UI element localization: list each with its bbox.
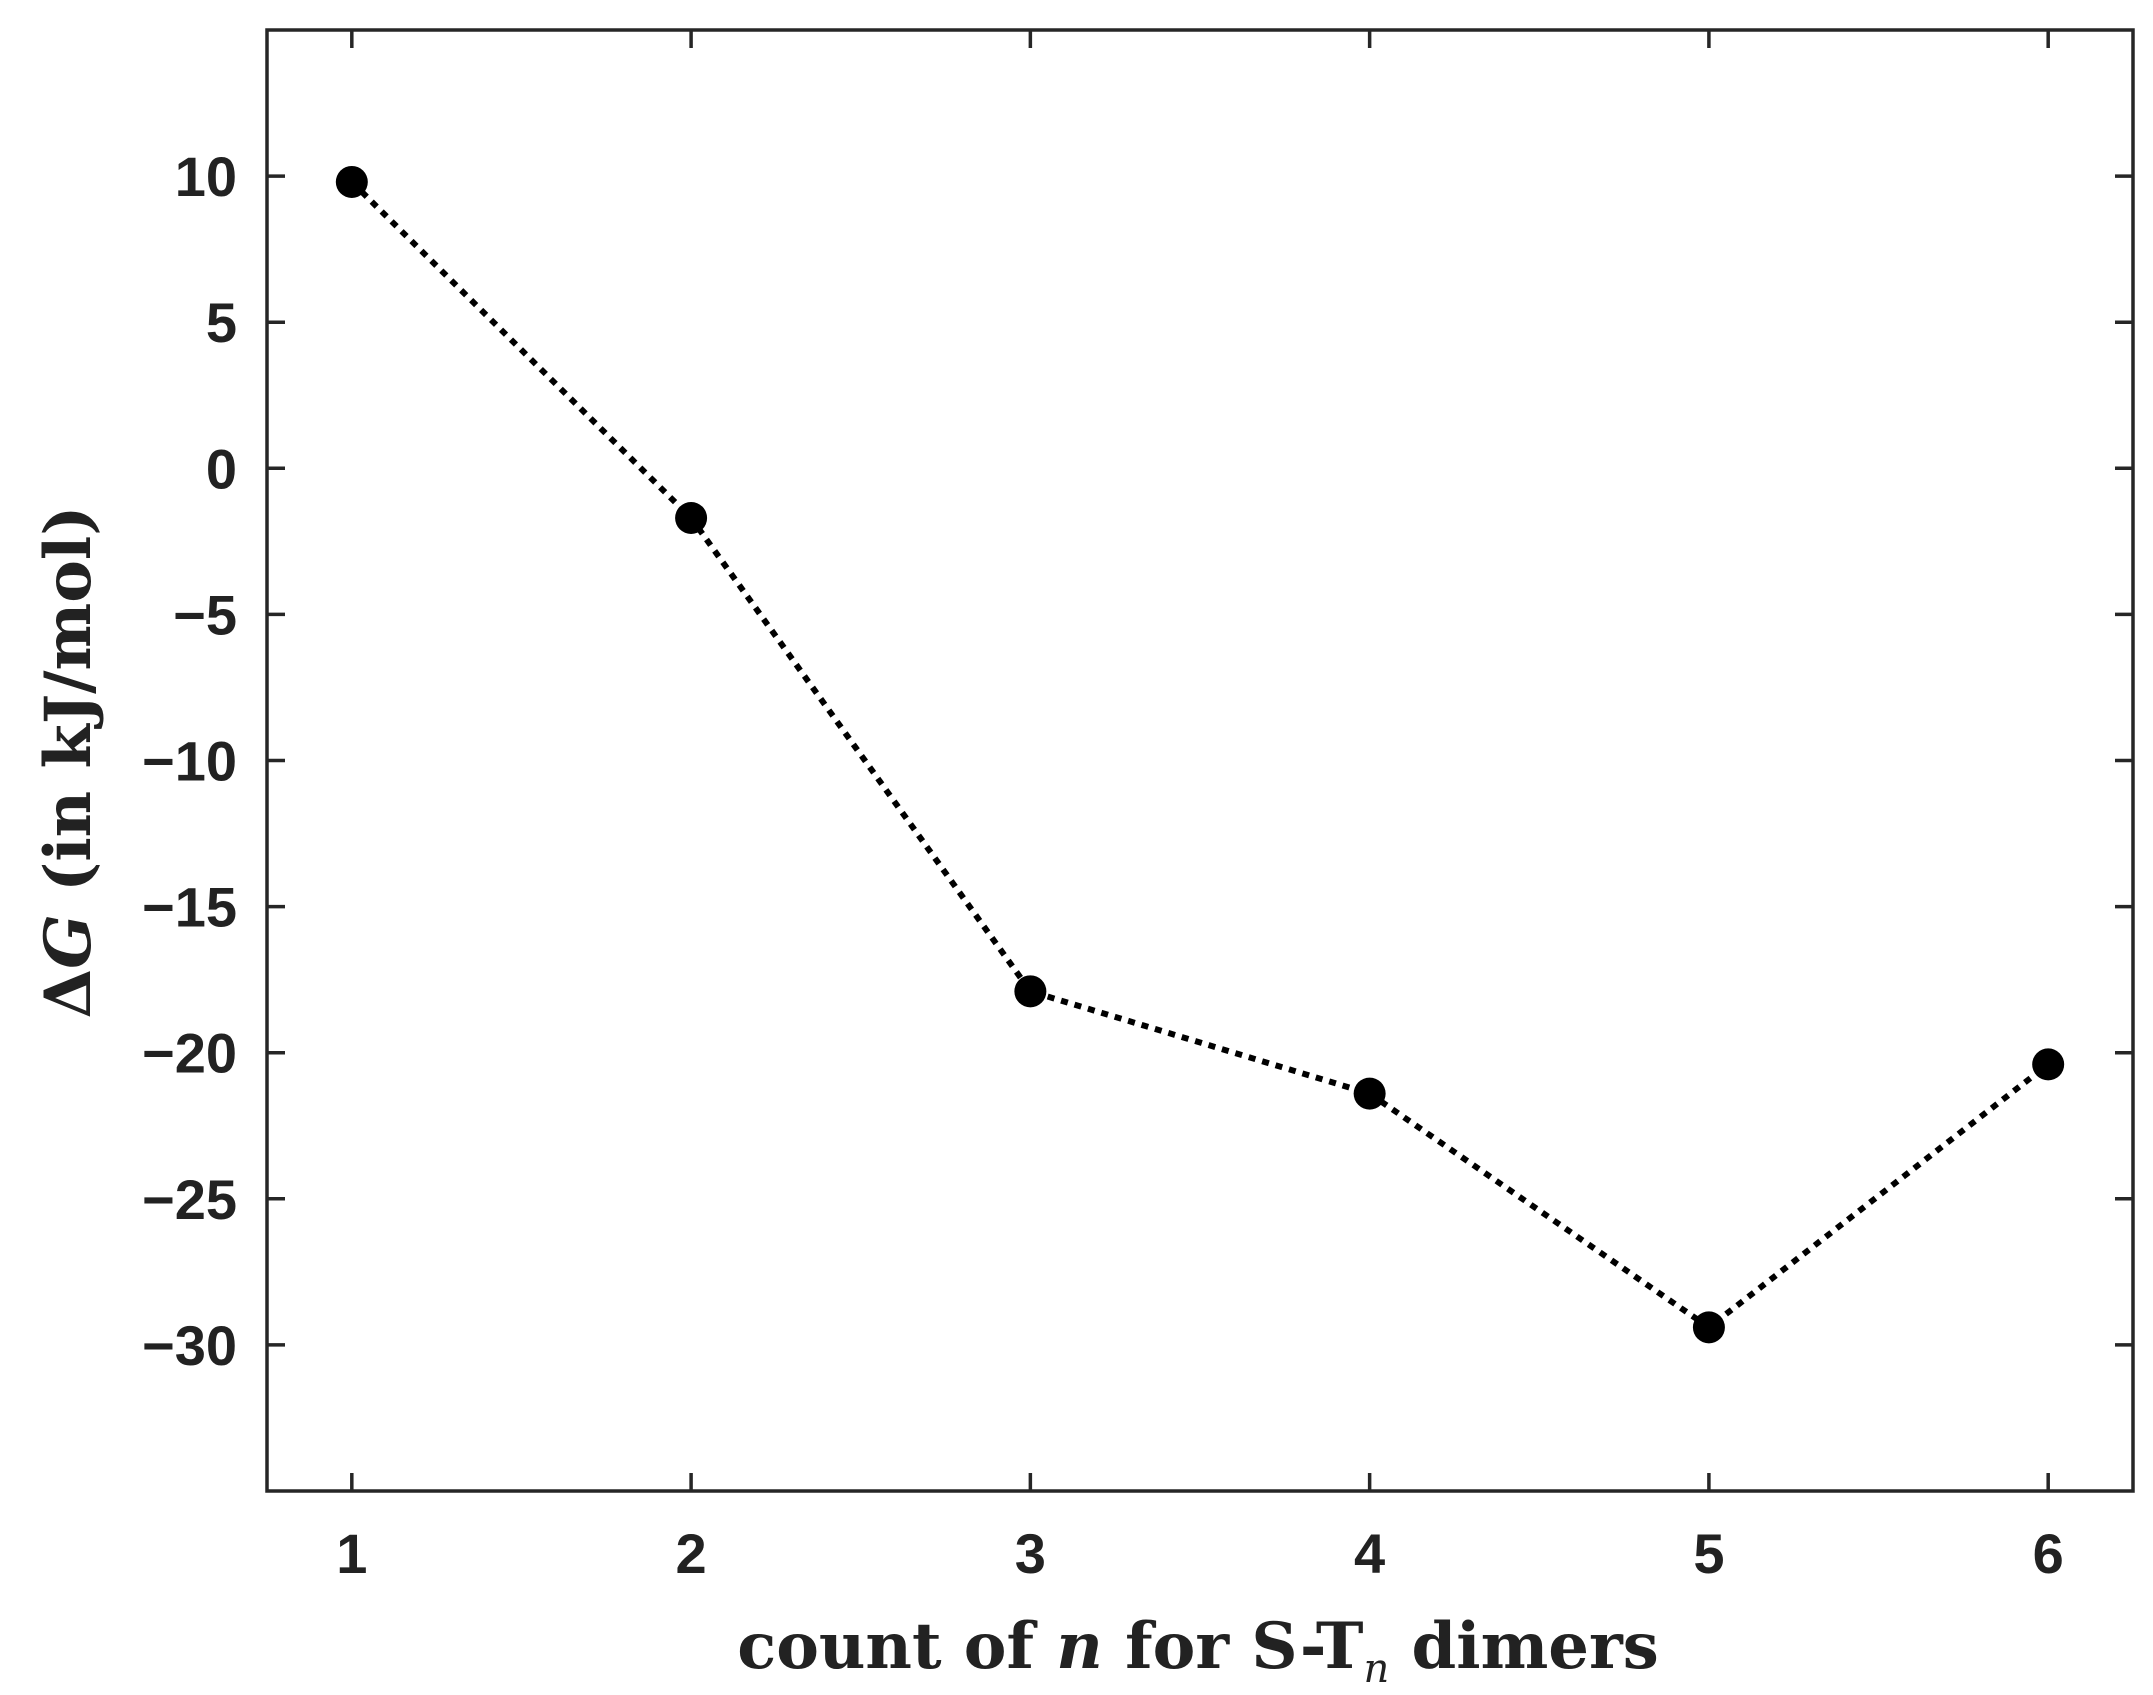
data-point [335,165,368,198]
x-tick-label: 5 [1693,1522,1724,1585]
series-line [349,179,2051,1332]
plot-frame [265,28,2135,1493]
data-point [1014,975,1047,1008]
data-point [2032,1048,2065,1081]
y-tick-label: −5 [173,583,237,646]
y-axis-title: ΔG (in kJ/mol) [31,506,106,1019]
y-axis-ticks: 10 5 0 −5 −10 −15 −20 −25 −30 [142,145,2133,1377]
y-axis-title-variable: G [31,914,106,969]
y-tick-label: 10 [175,145,237,208]
y-tick-label: −20 [142,1022,237,1085]
x-tick-label: 3 [1015,1522,1046,1585]
x-axis-title-suffix: dimers [1389,1609,1659,1684]
x-axis-title-middle: for S-T [1103,1609,1364,1684]
y-axis-title-symbol: Δ [31,969,106,1019]
x-axis-title-prefix: count of [737,1609,1056,1684]
data-point [1692,1311,1725,1344]
y-tick-label: −25 [142,1168,237,1231]
y-tick-label: 0 [206,437,237,500]
axes [265,28,2135,1493]
data-point [1353,1077,1386,1110]
x-axis-title-subscript: n [1363,1646,1389,1692]
x-tick-label: 2 [676,1522,707,1585]
x-axis-title-variable: n [1056,1609,1103,1684]
data-series [335,165,2065,1344]
y-tick-label: 5 [206,291,237,354]
y-tick-label: −10 [142,730,237,793]
x-tick-label: 4 [1354,1522,1385,1585]
y-tick-label: −15 [142,876,237,939]
y-tick-label: −30 [142,1314,237,1377]
y-axis-title-suffix: (in kJ/mol) [31,506,106,915]
x-tick-label: 1 [336,1522,367,1585]
data-point [675,501,708,534]
x-axis-ticks: 1 2 3 4 5 6 [336,30,2064,1585]
x-tick-label: 6 [2033,1522,2064,1585]
x-axis-title: count of n for S-Tn dimers [737,1609,1659,1692]
